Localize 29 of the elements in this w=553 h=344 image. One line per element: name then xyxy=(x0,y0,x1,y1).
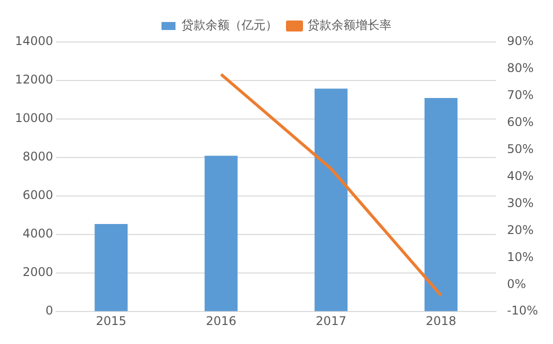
bar xyxy=(94,224,128,312)
bar xyxy=(424,98,458,312)
x-tick-label: 2018 xyxy=(426,314,456,328)
y-tick-label: 14000 xyxy=(14,34,54,48)
y-tick-label: 6000 xyxy=(22,188,54,202)
y-tick-label: 8000 xyxy=(22,150,54,164)
y-tick-label: 4000 xyxy=(22,226,54,241)
y2-tick-label: 40% xyxy=(507,168,534,183)
y-tick-label: 2000 xyxy=(22,265,54,280)
y-tick-label: 12000 xyxy=(14,72,54,87)
y2-tick-label: 0% xyxy=(507,276,526,291)
y-tick-label: 0 xyxy=(46,304,54,318)
legend-label: 贷款余额增长率 xyxy=(308,18,392,32)
y2-tick-label: 60% xyxy=(507,115,534,130)
y2-tick-label: 50% xyxy=(507,142,534,156)
y2-tick-label: 70% xyxy=(507,88,534,102)
y2-tick-label: 20% xyxy=(507,222,534,237)
y-tick-label: 10000 xyxy=(14,111,54,126)
legend-label: 贷款余额（亿元） xyxy=(182,18,278,32)
y2-tick-label: 80% xyxy=(507,61,534,76)
y2-tick-label: 90% xyxy=(507,34,534,48)
x-tick-label: 2016 xyxy=(206,314,236,328)
x-tick-label: 2017 xyxy=(316,314,346,328)
x-tick-label: 2015 xyxy=(96,314,126,328)
bar xyxy=(204,156,238,312)
y2-tick-label: 10% xyxy=(507,250,534,264)
y2-tick-label: -10% xyxy=(507,304,538,318)
bar xyxy=(314,88,348,312)
y2-tick-label: 30% xyxy=(507,196,534,210)
